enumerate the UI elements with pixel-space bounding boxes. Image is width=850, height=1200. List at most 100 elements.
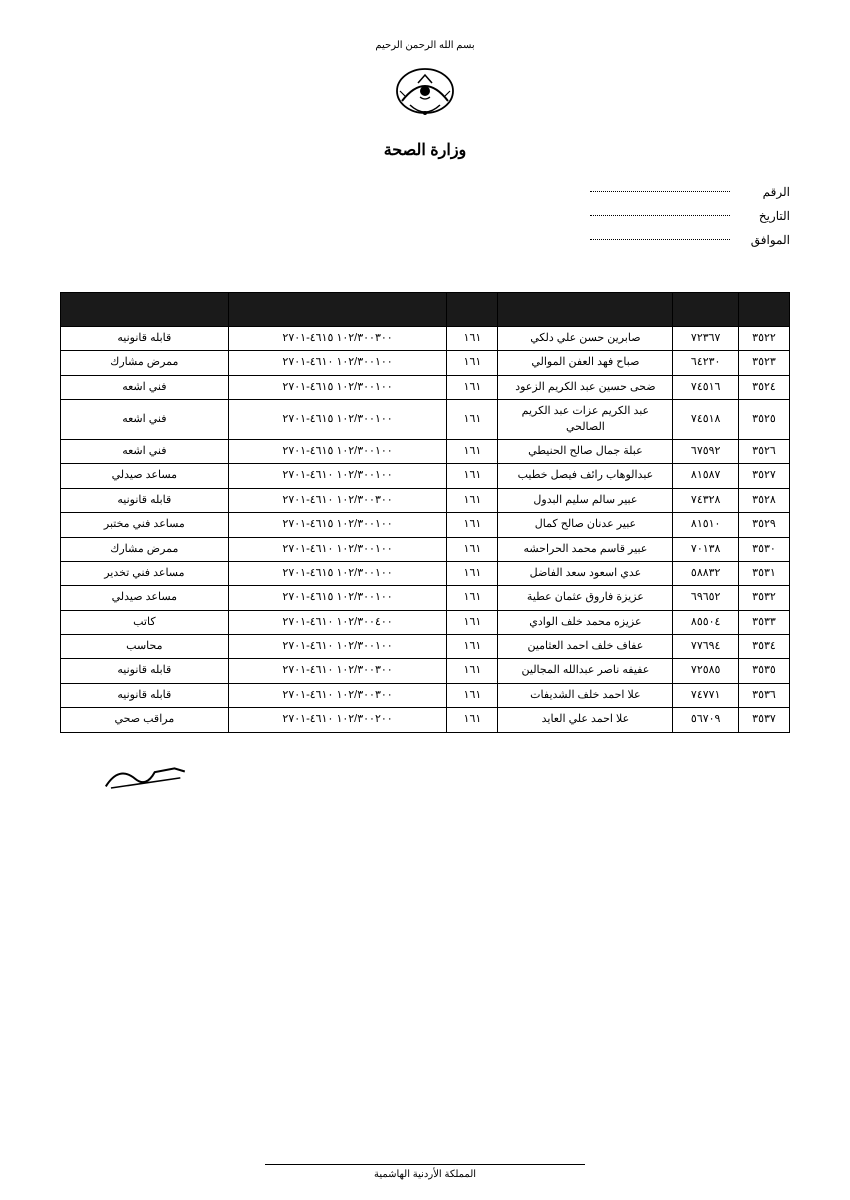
cell-seq: ٣٥٣٠ [738,537,789,561]
bismillah-text: بسم الله الرحمن الرحيم [60,40,790,51]
cell-name: عزيزة فاروق عثمان عطية [498,586,673,610]
cell-dept: ١٦١ [447,561,498,585]
cell-job: ممرض مشارك [61,537,229,561]
meta-number-label: الرقم [740,180,790,204]
table-row: ٣٥٣٠٧٠١٣٨عبير قاسم محمد الحراحشه١٦١١٠٢/٣… [61,537,790,561]
cell-code: ١٠٢/٣٠٠١٠٠ ٤٦١٠-٢٧٠١ [228,464,447,488]
col-header [673,293,739,327]
cell-dept: ١٦١ [447,327,498,351]
cell-id: ٨١٥١٠ [673,513,739,537]
cell-dept: ١٦١ [447,400,498,440]
cell-job: مساعد صيدلي [61,464,229,488]
cell-seq: ٣٥٢٧ [738,464,789,488]
cell-code: ١٠٢/٣٠٠١٠٠ ٤٦١٥-٢٧٠١ [228,586,447,610]
table-row: ٣٥٢٣٦٤٢٣٠صباح فهد العفن الموالي١٦١١٠٢/٣٠… [61,351,790,375]
cell-name: عبد الكريم عزات عبد الكريم الصالحي [498,400,673,440]
cell-dept: ١٦١ [447,635,498,659]
cell-id: ٦٤٢٣٠ [673,351,739,375]
cell-name: عبلة جمال صالح الحنيطي [498,439,673,463]
cell-code: ١٠٢/٣٠٠١٠٠ ٤٦١٠-٢٧٠١ [228,351,447,375]
cell-name: عبير سالم سليم البدول [498,488,673,512]
cell-job: قابله قانونيه [61,659,229,683]
cell-name: عبير عدنان صالح كمال [498,513,673,537]
cell-id: ٧٢٥٨٥ [673,659,739,683]
signature-area [60,753,790,798]
cell-id: ٦٩٦٥٢ [673,586,739,610]
cell-seq: ٣٥٣٢ [738,586,789,610]
cell-code: ١٠٢/٣٠٠١٠٠ ٤٦١٥-٢٧٠١ [228,400,447,440]
cell-job: فني اشعه [61,400,229,440]
cell-code: ١٠٢/٣٠٠١٠٠ ٤٦١٠-٢٧٠١ [228,635,447,659]
meta-approval-label: الموافق [740,228,790,252]
cell-job: مساعد صيدلي [61,586,229,610]
table-row: ٣٥٢٤٧٤٥١٦ضحى حسين عبد الكريم الزعود١٦١١٠… [61,375,790,399]
col-header [498,293,673,327]
cell-id: ٧٠١٣٨ [673,537,739,561]
table-row: ٣٥٢٩٨١٥١٠عبير عدنان صالح كمال١٦١١٠٢/٣٠٠١… [61,513,790,537]
table-row: ٣٥٣٧٥٦٧٠٩علا احمد علي العايد١٦١١٠٢/٣٠٠٢٠… [61,708,790,732]
table-row: ٣٥٣٥٧٢٥٨٥عفيفه ناصر عبدالله المجالين١٦١١… [61,659,790,683]
document-page: بسم الله الرحمن الرحيم وزارة الصحة الرقم… [0,0,850,818]
col-header [61,293,229,327]
table-row: ٣٥٣٦٧٤٧٧١علا احمد خلف الشديفات١٦١١٠٢/٣٠٠… [61,683,790,707]
footer-text: المملكة الأردنية الهاشمية [374,1169,476,1180]
cell-seq: ٣٥٢٦ [738,439,789,463]
cell-job: قابله قانونيه [61,488,229,512]
cell-dept: ١٦١ [447,439,498,463]
cell-code: ١٠٢/٣٠٠١٠٠ ٤٦١٥-٢٧٠١ [228,561,447,585]
cell-code: ١٠٢/٣٠٠٣٠٠ ٤٦١٠-٢٧٠١ [228,659,447,683]
data-table-container: ٣٥٢٢٧٢٣٦٧صابرين حسن علي دلكي١٦١١٠٢/٣٠٠٣٠… [60,292,790,733]
cell-job: فني اشعه [61,439,229,463]
cell-id: ٨١٥٨٧ [673,464,739,488]
table-row: ٣٥٢٨٧٤٣٢٨عبير سالم سليم البدول١٦١١٠٢/٣٠٠… [61,488,790,512]
cell-seq: ٣٥٢٢ [738,327,789,351]
cell-job: قابله قانونيه [61,327,229,351]
cell-code: ١٠٢/٣٠٠٣٠٠ ٤٦١٠-٢٧٠١ [228,488,447,512]
cell-seq: ٣٥٢٥ [738,400,789,440]
cell-dept: ١٦١ [447,659,498,683]
cell-code: ١٠٢/٣٠٠١٠٠ ٤٦١٥-٢٧٠١ [228,375,447,399]
table-row: ٣٥٢٦٦٧٥٩٢عبلة جمال صالح الحنيطي١٦١١٠٢/٣٠… [61,439,790,463]
cell-job: قابله قانونيه [61,683,229,707]
cell-seq: ٣٥٣٦ [738,683,789,707]
table-header [61,293,790,327]
cell-seq: ٣٥٣٥ [738,659,789,683]
col-header [738,293,789,327]
cell-id: ٨٥٥٠٤ [673,610,739,634]
cell-code: ١٠٢/٣٠٠١٠٠ ٤٦١٥-٢٧٠١ [228,439,447,463]
cell-dept: ١٦١ [447,708,498,732]
table-row: ٣٥٣٢٦٩٦٥٢عزيزة فاروق عثمان عطية١٦١١٠٢/٣٠… [61,586,790,610]
data-table: ٣٥٢٢٧٢٣٦٧صابرين حسن علي دلكي١٦١١٠٢/٣٠٠٣٠… [60,292,790,733]
cell-code: ١٠٢/٣٠٠١٠٠ ٤٦١٥-٢٧٠١ [228,513,447,537]
cell-dept: ١٦١ [447,351,498,375]
cell-name: علا احمد علي العايد [498,708,673,732]
cell-seq: ٣٥٢٩ [738,513,789,537]
cell-job: محاسب [61,635,229,659]
cell-name: صباح فهد العفن الموالي [498,351,673,375]
cell-seq: ٣٥٣١ [738,561,789,585]
cell-job: مساعد فني تخدير [61,561,229,585]
cell-id: ٥٦٧٠٩ [673,708,739,732]
document-meta: الرقم التاريخ الموافق [60,180,790,252]
cell-dept: ١٦١ [447,513,498,537]
cell-code: ١٠٢/٣٠٠٤٠٠ ٤٦١٠-٢٧٠١ [228,610,447,634]
cell-job: كاتب [61,610,229,634]
signature-icon [98,749,192,802]
cell-dept: ١٦١ [447,375,498,399]
cell-seq: ٣٥٣٧ [738,708,789,732]
cell-seq: ٣٥٢٣ [738,351,789,375]
cell-name: عبدالوهاب رائف فيصل خطيب [498,464,673,488]
table-row: ٣٥٢٢٧٢٣٦٧صابرين حسن علي دلكي١٦١١٠٢/٣٠٠٣٠… [61,327,790,351]
cell-name: ضحى حسين عبد الكريم الزعود [498,375,673,399]
cell-dept: ١٦١ [447,683,498,707]
meta-approval-value [590,228,730,240]
cell-dept: ١٦١ [447,488,498,512]
cell-id: ٥٨٨٣٢ [673,561,739,585]
cell-seq: ٣٥٢٤ [738,375,789,399]
cell-name: عبير قاسم محمد الحراحشه [498,537,673,561]
table-body: ٣٥٢٢٧٢٣٦٧صابرين حسن علي دلكي١٦١١٠٢/٣٠٠٣٠… [61,327,790,733]
cell-code: ١٠٢/٣٠٠٣٠٠ ٤٦١٥-٢٧٠١ [228,327,447,351]
table-row: ٣٥٣٤٧٧٦٩٤عفاف خلف احمد العثامين١٦١١٠٢/٣٠… [61,635,790,659]
cell-job: فني اشعه [61,375,229,399]
table-row: ٣٥٢٥٧٤٥١٨عبد الكريم عزات عبد الكريم الصا… [61,400,790,440]
